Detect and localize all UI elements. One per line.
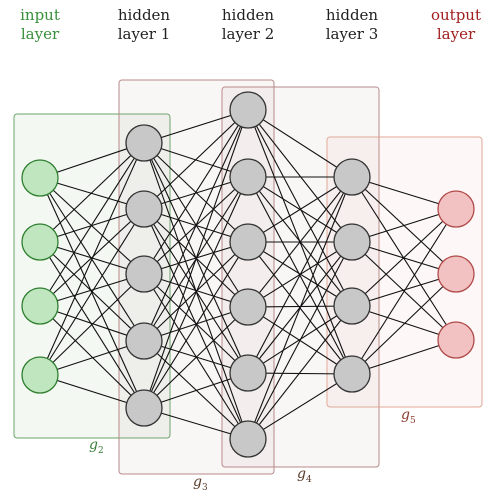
g2-label-name: g	[89, 437, 98, 453]
edge-hidden3-2-output-0	[351, 208, 457, 307]
output-layer-label: output layer	[430, 6, 481, 43]
edge-hidden1-2-hidden2-0	[143, 109, 249, 275]
hidden2-node-6	[229, 420, 267, 458]
g3-label-name: g	[193, 474, 202, 490]
g3-label-sub: 3	[201, 482, 208, 493]
hidden1-node-2	[125, 190, 163, 228]
edge-hidden2-5-hidden3-2	[247, 305, 353, 440]
edge-hidden2-0-hidden3-2	[247, 109, 353, 307]
hidden3-node-3	[333, 287, 371, 325]
g2-label-sub: 2	[97, 445, 104, 456]
hidden1-node-1	[125, 124, 163, 162]
edge-input-1-hidden1-0	[39, 142, 145, 243]
edge-hidden1-3-hidden2-0	[143, 109, 249, 342]
input-node-3	[21, 287, 59, 325]
edge-hidden1-1-hidden2-0	[143, 109, 249, 210]
edge-hidden1-4-hidden2-2	[143, 241, 249, 409]
g4-label-name: g	[297, 466, 306, 482]
hidden3-node-4	[333, 355, 371, 393]
g4-label-sub: 4	[305, 474, 312, 485]
edge-hidden1-4-hidden2-3	[143, 306, 249, 409]
hidden2-node-1	[229, 91, 267, 129]
hidden-layer-1-label: hidden layer 1	[117, 6, 171, 43]
input-node-1	[21, 159, 59, 197]
output-node-1	[437, 190, 475, 228]
edge-input-2-hidden1-0	[39, 142, 145, 307]
input-layer-label: input layer	[20, 6, 60, 43]
edge-hidden2-5-hidden3-3	[247, 373, 353, 440]
g5-label: g5	[401, 407, 416, 426]
g2-label: g2	[89, 437, 104, 456]
edge-hidden2-3-hidden3-0	[247, 176, 353, 308]
g5-label-sub: 5	[409, 415, 416, 426]
edge-hidden1-4-hidden2-1	[143, 176, 249, 409]
edge-input-2-hidden1-1	[39, 208, 145, 307]
hidden2-node-3	[229, 223, 267, 261]
output-node-3	[437, 321, 475, 359]
edge-hidden3-3-output-1	[351, 273, 457, 375]
hidden2-node-2	[229, 158, 267, 196]
g3-label: g3	[193, 474, 208, 493]
hidden-layer-2-label: hidden layer 2	[221, 6, 275, 43]
hidden1-node-5	[125, 389, 163, 427]
edge-hidden2-2-hidden3-0	[247, 176, 353, 243]
hidden1-node-4	[125, 322, 163, 360]
g5-label-name: g	[401, 407, 410, 423]
edge-input-3-hidden1-1	[39, 208, 145, 376]
g2-group-box	[13, 113, 171, 439]
hidden3-node-1	[333, 158, 371, 196]
edge-hidden3-3-output-0	[351, 208, 457, 375]
edge-input-3-hidden1-0	[39, 142, 145, 376]
input-node-4	[21, 356, 59, 394]
hidden2-node-5	[229, 354, 267, 392]
g4-label: g4	[297, 466, 312, 485]
hidden2-node-4	[229, 288, 267, 326]
hidden1-node-3	[125, 255, 163, 293]
output-node-2	[437, 255, 475, 293]
edge-hidden2-5-hidden3-0	[247, 176, 353, 440]
hidden-layer-3-label: hidden layer 3	[325, 6, 379, 43]
edge-input-2-hidden1-4	[39, 305, 145, 409]
edge-hidden1-4-hidden2-0	[143, 109, 249, 409]
edge-hidden2-5-hidden3-1	[247, 241, 353, 440]
hidden3-node-2	[333, 223, 371, 261]
input-node-2	[21, 223, 59, 261]
edge-input-3-hidden1-2	[39, 273, 145, 376]
edge-hidden2-4-hidden3-0	[247, 176, 353, 374]
edge-hidden2-0-hidden3-0	[247, 109, 353, 178]
